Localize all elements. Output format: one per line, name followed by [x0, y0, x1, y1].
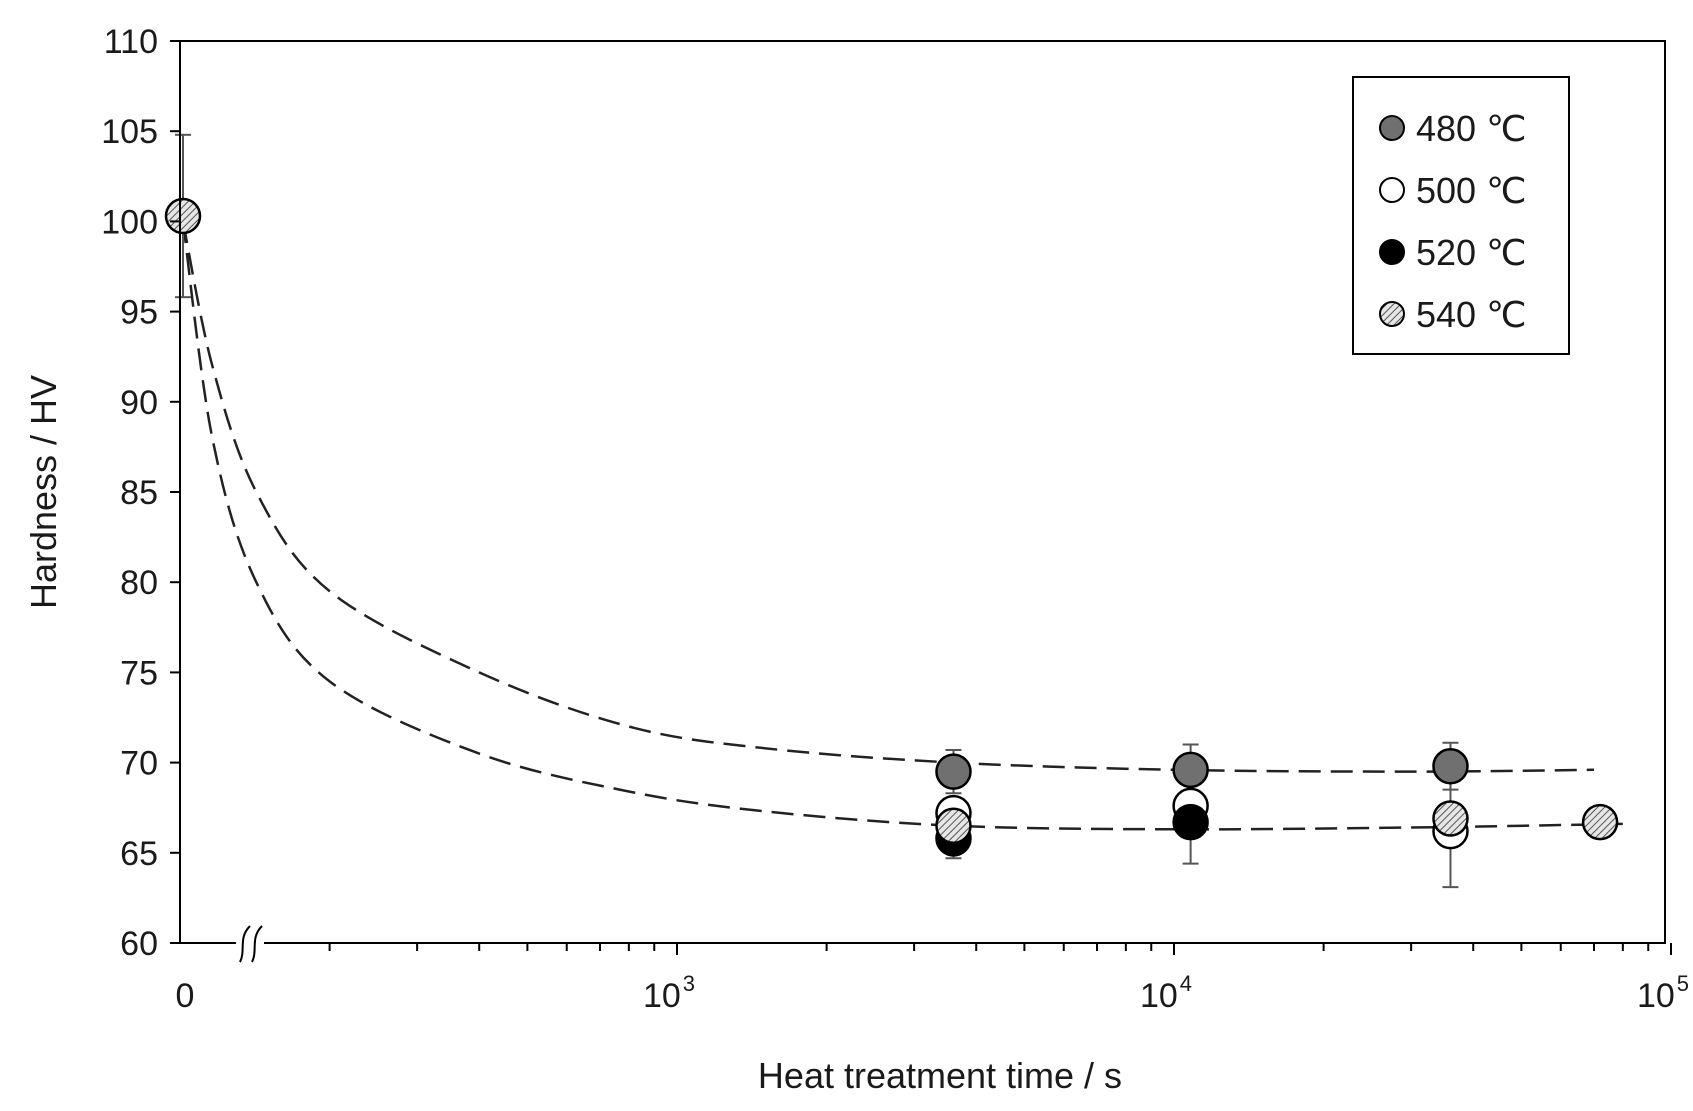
y-tick-label: 105 — [101, 113, 158, 151]
x-tick-label: 105 — [1637, 971, 1689, 1015]
y-tick-label: 95 — [120, 294, 158, 332]
data-point-hatched — [935, 807, 972, 844]
x-tick-label: 104 — [1140, 971, 1192, 1015]
y-tick-label: 90 — [120, 384, 158, 422]
fit-curve — [181, 221, 1595, 773]
data-point-black — [1172, 803, 1209, 841]
y-tick-label: 110 — [104, 23, 158, 61]
y-tick-label: 65 — [120, 835, 158, 873]
data-point-hatched — [1432, 800, 1469, 837]
legend-marker-hatched — [1379, 301, 1405, 327]
axis-break-mark — [236, 925, 264, 963]
y-tick-label: 100 — [101, 203, 158, 241]
legend-marker-black — [1379, 239, 1405, 265]
legend: 480 ℃ 500 ℃ 520 ℃ 540 ℃ — [1352, 76, 1570, 355]
y-tick-label: 80 — [120, 564, 158, 602]
legend-marker-open — [1379, 177, 1405, 203]
x-tick-label: 0 — [176, 977, 195, 1015]
legend-marker-gray — [1379, 115, 1405, 141]
data-point-gray — [1172, 751, 1209, 789]
data-point-gray — [1432, 747, 1469, 785]
legend-label: 520 ℃ — [1416, 232, 1527, 273]
y-tick-label: 60 — [120, 925, 158, 963]
y-tick-label: 70 — [120, 745, 158, 783]
legend-label: 500 ℃ — [1416, 170, 1527, 211]
fit-curve — [181, 221, 1623, 831]
data-point-hatched — [164, 197, 202, 235]
legend-label: 540 ℃ — [1416, 294, 1527, 335]
y-tick-label: 85 — [120, 474, 158, 512]
y-axis-title: Hardness / HV — [23, 375, 64, 609]
data-point-hatched — [1581, 803, 1619, 841]
x-tick-label: 103 — [643, 971, 695, 1015]
data-point-gray — [935, 753, 972, 790]
x-axis-title: Heat treatment time / s — [758, 1055, 1122, 1096]
y-tick-label: 75 — [120, 654, 158, 692]
legend-label: 480 ℃ — [1416, 108, 1527, 149]
